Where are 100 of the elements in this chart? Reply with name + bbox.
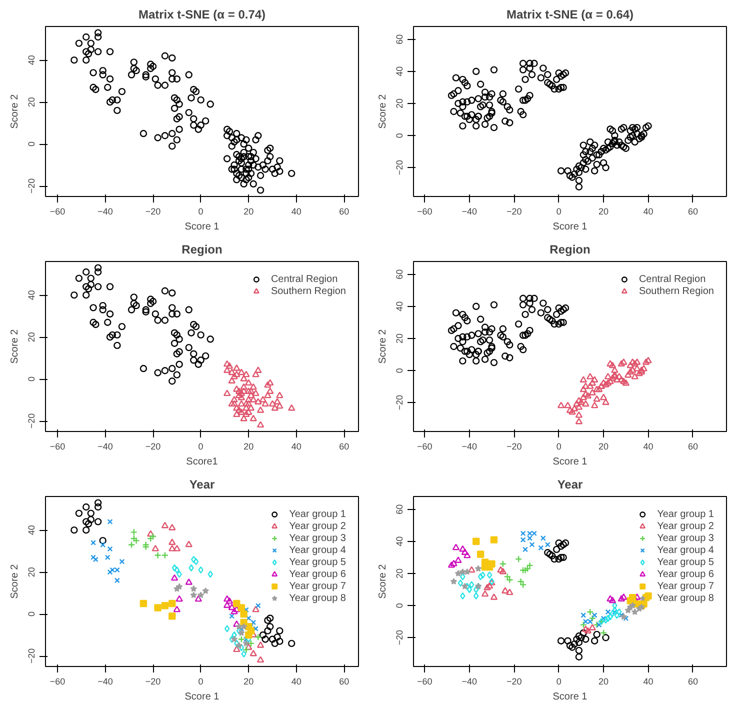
x-tick-label: 0	[556, 442, 562, 452]
y-tick-label: 40	[394, 301, 404, 312]
chart-title: Region	[550, 242, 590, 256]
y-tick-label: −20	[26, 648, 36, 664]
y-tick-label: 0	[26, 376, 36, 382]
x-tick-label: −60	[50, 442, 66, 452]
y-tick-label: 0	[394, 603, 404, 608]
x-tick-label: −40	[462, 206, 478, 216]
x-tick-label: 0	[556, 206, 562, 216]
y-tick-label: 20	[394, 568, 404, 578]
y-tick-label: 40	[26, 525, 36, 536]
y-axis-title: Score 2	[378, 564, 388, 599]
x-tick-label: 20	[244, 676, 254, 686]
x-tick-label: 40	[643, 442, 654, 452]
y-axis-title: Score 2	[378, 328, 388, 364]
x-tick-label: 40	[643, 206, 654, 216]
x-tick-label: −20	[145, 676, 161, 686]
y-tick-label: 0	[394, 133, 404, 138]
x-tick-label: −40	[462, 442, 478, 452]
x-tick-label: 0	[198, 442, 204, 452]
legend-label: Year group 4	[657, 544, 714, 556]
legend-label: Year group 5	[657, 556, 714, 568]
x-tick-label: 0	[556, 676, 562, 686]
y-tick-label: −20	[26, 178, 36, 194]
x-tick-label: −40	[98, 676, 113, 686]
x-tick-label: −20	[145, 206, 161, 216]
x-tick-label: −20	[145, 442, 161, 452]
y-axis-title: Score 2	[10, 94, 20, 129]
y-tick-label: 40	[26, 290, 36, 300]
x-tick-label: 20	[598, 442, 609, 452]
x-tick-label: 20	[598, 676, 609, 686]
x-tick-label: −40	[98, 206, 113, 216]
y-tick-label: −20	[394, 160, 404, 176]
y-tick-label: 20	[394, 333, 404, 344]
x-axis-title: Score 1	[552, 222, 588, 232]
y-tick-label: 0	[26, 142, 36, 147]
x-tick-label: 40	[291, 676, 302, 686]
x-axis-title: Score 1	[552, 692, 588, 702]
chart-title: Year	[557, 478, 584, 492]
x-tick-label: 60	[688, 206, 698, 216]
legend-label: Year group 5	[289, 556, 346, 568]
x-axis-title: Score 1	[184, 692, 220, 702]
y-tick-label: 60	[394, 269, 404, 280]
x-tick-label: −60	[417, 442, 432, 452]
legend-label: Year group 4	[289, 544, 346, 556]
y-tick-label: −20	[26, 413, 36, 429]
x-axis-title: Score 1	[184, 222, 220, 232]
x-tick-label: −60	[50, 206, 66, 216]
legend-label: Central Region	[270, 273, 338, 285]
x-tick-label: −60	[417, 206, 432, 216]
x-tick-label: 60	[688, 442, 698, 452]
y-tick-label: 0	[26, 612, 36, 617]
x-tick-label: −40	[462, 676, 478, 686]
y-tick-label: 60	[394, 504, 404, 514]
chart-title: Matrix t-SNE (α = 0.74)	[138, 8, 266, 22]
x-tick-label: 40	[643, 676, 654, 686]
chart-title: Matrix t-SNE (α = 0.64)	[506, 8, 634, 22]
legend-label: Year group 6	[657, 568, 714, 580]
y-tick-label: −20	[394, 394, 404, 410]
chart-title: Region	[182, 242, 222, 256]
x-tick-label: 40	[291, 442, 302, 452]
legend-label: Year group 2	[289, 520, 346, 532]
legend-label: Year group 3	[657, 532, 714, 544]
legend-label: Southern Region	[638, 285, 714, 297]
y-tick-label: 0	[394, 368, 404, 374]
y-tick-label: 20	[26, 567, 36, 578]
y-tick-label: −20	[394, 630, 404, 646]
y-tick-label: 40	[26, 55, 36, 66]
legend-label: Year group 3	[289, 532, 346, 544]
x-tick-label: −20	[506, 442, 522, 452]
y-tick-label: 40	[394, 66, 404, 76]
legend-label: Year group 1	[289, 508, 346, 520]
legend-label: Southern Region	[270, 285, 346, 297]
x-tick-label: 20	[598, 206, 609, 216]
y-tick-label: 60	[394, 34, 404, 44]
x-axis-title: Score 1	[552, 456, 588, 468]
x-tick-label: −60	[50, 676, 66, 686]
y-tick-label: 20	[26, 332, 36, 342]
legend-label: Year group 2	[657, 520, 714, 532]
x-tick-label: 0	[198, 206, 204, 216]
legend-label: Year group 8	[289, 592, 346, 604]
x-tick-label: 0	[198, 676, 204, 686]
legend-label: Year group 8	[657, 592, 714, 604]
x-tick-label: −20	[506, 676, 522, 686]
x-tick-label: −40	[98, 442, 113, 452]
y-tick-label: 40	[394, 536, 404, 546]
y-axis-title: Score 2	[10, 564, 20, 599]
y-tick-label: 20	[26, 97, 36, 108]
x-tick-label: 60	[688, 676, 698, 686]
legend-label: Year group 6	[289, 568, 346, 580]
x-tick-label: 60	[339, 442, 350, 452]
chart-title: Year	[189, 478, 216, 492]
y-axis-title: Score 2	[378, 94, 388, 129]
x-tick-label: 40	[291, 206, 302, 216]
x-tick-label: 20	[244, 206, 254, 216]
x-tick-label: −20	[506, 206, 522, 216]
x-axis-title: Score1	[186, 456, 218, 468]
legend-label: Year group 7	[289, 580, 346, 592]
legend-label: Year group 1	[657, 508, 714, 520]
legend-label: Year group 7	[657, 580, 714, 592]
